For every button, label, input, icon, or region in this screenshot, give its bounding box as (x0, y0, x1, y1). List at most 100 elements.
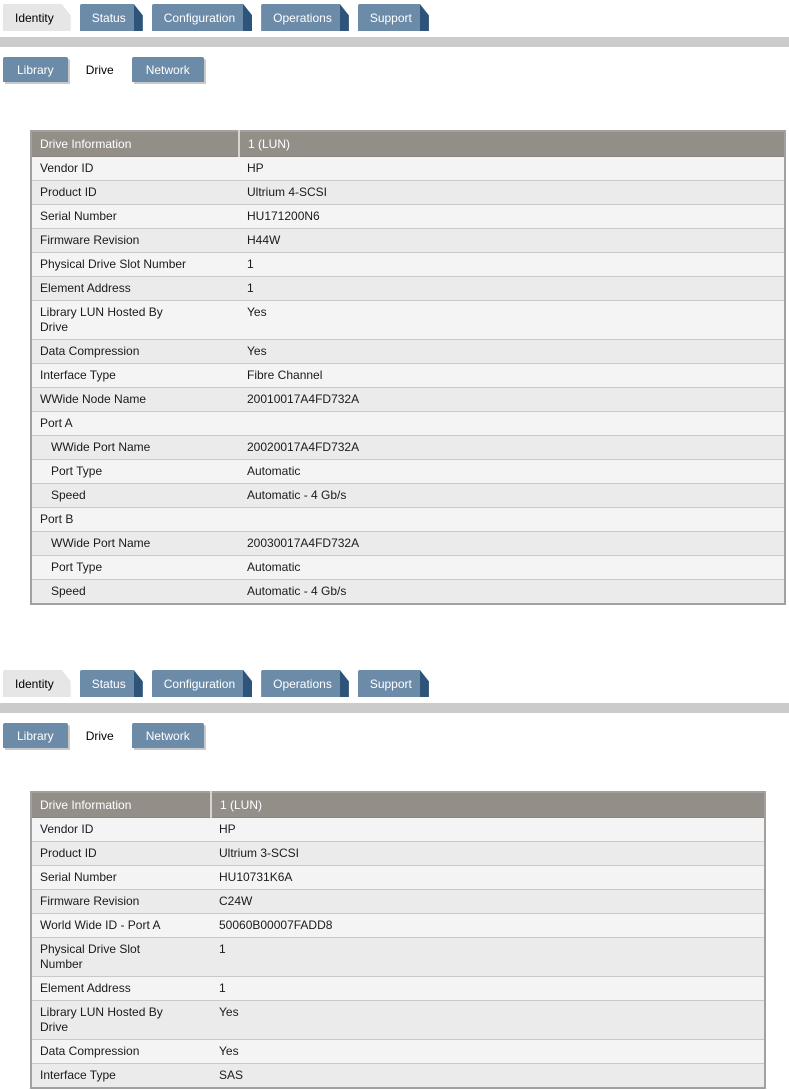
subtab-label: Library (17, 62, 54, 77)
subtab-library[interactable]: Library (3, 723, 68, 748)
row-value: Automatic - 4 Gb/s (247, 488, 347, 502)
row-value: H44W (247, 233, 281, 247)
subtab-label: Drive (85, 728, 114, 743)
row-value: C24W (219, 894, 253, 908)
row-value: 1 (219, 981, 226, 995)
row-value: 1 (219, 942, 226, 956)
row-label: Vendor ID (40, 161, 94, 175)
tab-label: Support (369, 676, 412, 691)
row-label: WWide Node Name (40, 392, 147, 406)
row-value: Ultrium 3-SCSI (219, 846, 300, 860)
tab-operations[interactable]: Operations (261, 4, 349, 31)
row-value: Automatic (247, 560, 301, 574)
subtab-label: Network (145, 62, 190, 77)
row-label: Product ID (40, 846, 97, 860)
row-value: HP (247, 161, 264, 175)
subtab-label: Drive (85, 62, 114, 77)
row-label: Firmware Revision (40, 233, 140, 247)
table-row: Physical Drive Slot Number 1 (31, 252, 785, 277)
table-header-title: Drive Information (31, 792, 211, 818)
drive-info-table: Drive Information 1 (LUN) Vendor ID HP Pro… (30, 130, 786, 605)
table-row: WWide Port Name 20020017A4FD732A (31, 435, 785, 460)
row-value: 1 (247, 257, 254, 271)
row-value: Yes (247, 344, 267, 358)
row-label: Vendor ID (40, 822, 94, 836)
tab-label: Support (369, 10, 412, 25)
row-label: WWide Port Name (51, 440, 151, 454)
tab-label: Status (91, 676, 126, 691)
table-row: Port Type Automatic (31, 459, 785, 484)
tab-label: Operations (273, 10, 332, 25)
row-value: Automatic (247, 464, 301, 478)
row-value: Fibre Channel (247, 368, 323, 382)
table-row: Speed Automatic - 4 Gb/s (31, 579, 785, 604)
row-label: Serial Number (40, 870, 117, 884)
table-row: Vendor ID HP (31, 817, 765, 842)
tab-label: Identity (15, 676, 54, 691)
tab-label: Status (91, 10, 126, 25)
row-label: Port Type (51, 560, 103, 574)
table-row: WWide Node Name 20010017A4FD732A (31, 387, 785, 412)
row-label: Speed (51, 584, 86, 598)
row-label: Data Compression (40, 344, 140, 358)
tab-label: Identity (15, 10, 54, 25)
section-row: Port A (31, 411, 785, 436)
table-row: Product ID Ultrium 3-SCSI (31, 841, 765, 866)
tab-label: Configuration (163, 10, 236, 25)
table-row: Element Address 1 (31, 976, 765, 1001)
drive-identity-panel: Identity Status Configuration Operations Sup… (0, 670, 789, 1089)
table-row: WWide Port Name 20030017A4FD732A (31, 531, 785, 556)
sub-tab-bar: Library Drive Network (3, 57, 789, 82)
row-label: Port A (40, 416, 73, 430)
tab-support[interactable]: Support (358, 670, 429, 697)
table-header-lun: 1 (LUN) (210, 792, 765, 818)
subtab-label: Network (145, 728, 190, 743)
tab-separator-bar (0, 703, 789, 713)
subtab-network[interactable]: Network (131, 57, 204, 82)
subtab-label: Library (17, 728, 54, 743)
tab-identity[interactable]: Identity (3, 4, 71, 31)
tab-configuration[interactable]: Configuration (152, 4, 252, 31)
table-row: Product ID Ultrium 4-SCSI (31, 180, 785, 205)
tab-separator-bar (0, 37, 789, 47)
row-value: 20020017A4FD732A (247, 440, 360, 454)
tab-identity[interactable]: Identity (3, 670, 71, 697)
subtab-drive[interactable]: Drive (71, 57, 128, 82)
row-label: Data Compression (40, 1044, 140, 1058)
section-row: Port B (31, 507, 785, 532)
tab-label: Operations (273, 676, 332, 691)
tab-operations[interactable]: Operations (261, 670, 349, 697)
row-label: World Wide ID - Port A (40, 918, 161, 932)
table-row: Serial Number HU171200N6 (31, 204, 785, 229)
row-label: Element Address (40, 281, 131, 295)
row-label: Physical Drive Slot Number (40, 257, 187, 271)
table-row: Port Type Automatic (31, 555, 785, 580)
row-value: Yes (247, 305, 267, 319)
main-tab-bar: Identity Status Configuration Operations Sup… (3, 4, 789, 31)
tab-configuration[interactable]: Configuration (152, 670, 252, 697)
row-value: HP (219, 822, 236, 836)
table-row: Speed Automatic - 4 Gb/s (31, 483, 785, 508)
drive-info-table: Drive Information 1 (LUN) Vendor ID HP Pro… (30, 791, 766, 1089)
row-value: SAS (219, 1068, 244, 1082)
row-value: 1 (247, 281, 254, 295)
row-label: Library LUN Hosted By Drive (40, 1005, 163, 1034)
row-label: Element Address (40, 981, 131, 995)
table-row: Interface Type Fibre Channel (31, 363, 785, 388)
row-value: 50060B00007FADD8 (219, 918, 333, 932)
table-row: Firmware Revision C24W (31, 889, 765, 914)
row-label: Port B (40, 512, 74, 526)
subtab-network[interactable]: Network (131, 723, 204, 748)
subtab-library[interactable]: Library (3, 57, 68, 82)
tab-status[interactable]: Status (80, 670, 143, 697)
subtab-drive[interactable]: Drive (71, 723, 128, 748)
tab-support[interactable]: Support (358, 4, 429, 31)
table-row: Interface Type SAS (31, 1063, 765, 1088)
tab-status[interactable]: Status (80, 4, 143, 31)
table-header-title: Drive Information (31, 131, 239, 157)
sub-tab-bar: Library Drive Network (3, 723, 789, 748)
row-value: Automatic - 4 Gb/s (247, 584, 347, 598)
table-row: Vendor ID HP (31, 156, 785, 181)
table-row: Firmware Revision H44W (31, 228, 785, 253)
row-label: WWide Port Name (51, 536, 151, 550)
